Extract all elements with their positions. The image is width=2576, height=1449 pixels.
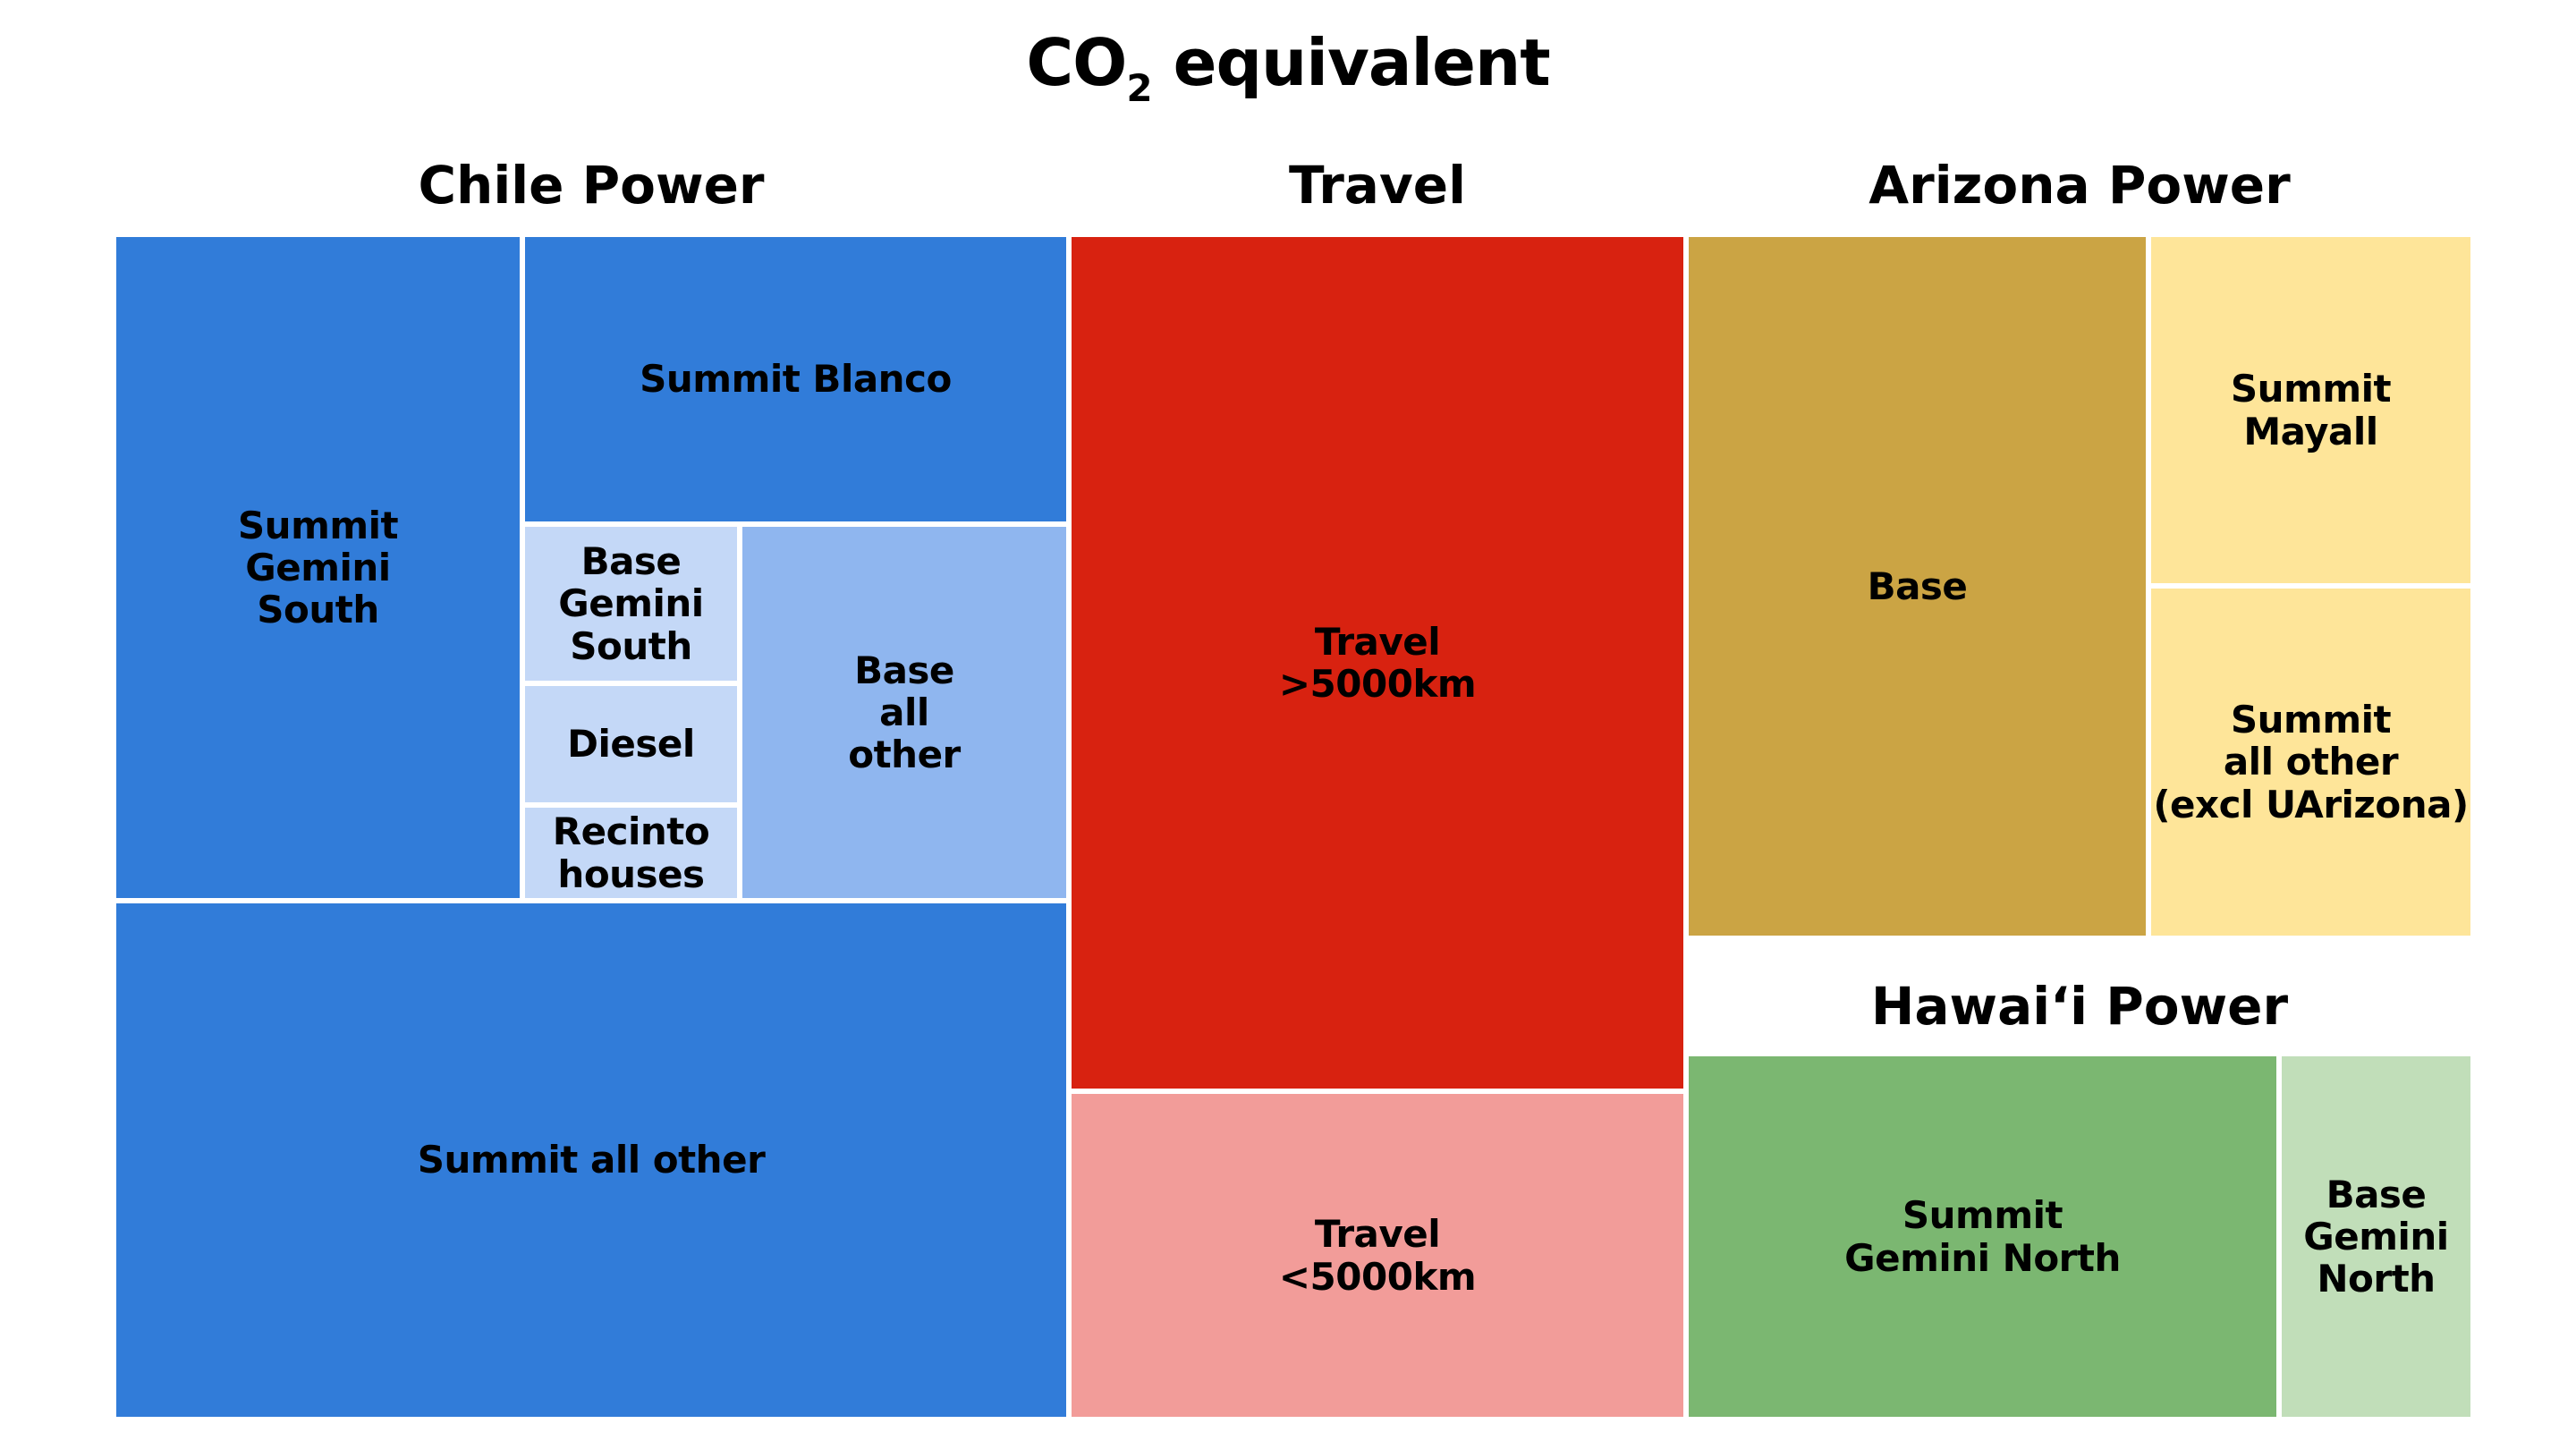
treemap-tile-chile-power-summit-gemini-south: Summit Gemini South bbox=[114, 234, 522, 901]
treemap-tile-chile-power-summit-all-other: Summit all other bbox=[114, 901, 1069, 1419]
tile-label: Summit Blanco bbox=[640, 357, 952, 402]
tile-label: Summit all other (excl UArizona) bbox=[2153, 698, 2469, 826]
tile-label: Summit Mayall bbox=[2230, 367, 2392, 453]
tile-label: Recinto houses bbox=[552, 809, 710, 896]
tile-label: Summit Gemini North bbox=[1844, 1193, 2121, 1280]
tile-label: Diesel bbox=[567, 722, 695, 767]
group-title-chile-power: Chile Power bbox=[418, 155, 765, 216]
treemap-tile-travel-travel-5000km: Travel >5000km bbox=[1069, 234, 1686, 1091]
tile-label: Base Gemini North bbox=[2303, 1172, 2449, 1301]
treemap-tile-chile-power-base-gemini-south: Base Gemini South bbox=[522, 524, 740, 683]
treemap-tile-chile-power-base-all-other: Base all other bbox=[740, 524, 1069, 901]
treemap-tile-chile-power-recinto-houses: Recinto houses bbox=[522, 805, 740, 901]
tile-label: Summit Gemini South bbox=[237, 503, 399, 632]
treemap-tile-arizona-power-summit-mayall: Summit Mayall bbox=[2148, 234, 2473, 586]
group-title-travel: Travel bbox=[1289, 155, 1466, 216]
chart-title-main: CO bbox=[1026, 25, 1127, 100]
treemap-tile-travel-travel-5000km: Travel <5000km bbox=[1069, 1091, 1686, 1419]
treemap-tile-arizona-power-base: Base bbox=[1686, 234, 2148, 938]
treemap-tile-hawai-i-power-base-gemini-north: Base Gemini North bbox=[2279, 1054, 2473, 1419]
tile-label: Summit all other bbox=[417, 1138, 766, 1182]
chart-title-rest: equivalent bbox=[1151, 25, 1551, 100]
tile-label: Base bbox=[1867, 564, 1968, 608]
tile-label: Travel <5000km bbox=[1278, 1212, 1477, 1299]
group-title-hawai-i-power: Hawai‘i Power bbox=[1870, 976, 2289, 1037]
chart-title: CO2 equivalent bbox=[0, 25, 2576, 110]
chart-title-subscript: 2 bbox=[1126, 66, 1152, 110]
treemap-tile-chile-power-diesel: Diesel bbox=[522, 683, 740, 805]
treemap-tile-hawai-i-power-summit-gemini-north: Summit Gemini North bbox=[1686, 1054, 2279, 1419]
group-title-arizona-power: Arizona Power bbox=[1868, 155, 2291, 216]
tile-label: Base all other bbox=[848, 648, 961, 777]
tile-label: Base Gemini South bbox=[558, 539, 704, 668]
tile-label: Travel >5000km bbox=[1278, 619, 1477, 706]
treemap-tile-arizona-power-summit-all-other-excl-uarizona: Summit all other (excl UArizona) bbox=[2148, 586, 2473, 938]
treemap-tile-chile-power-summit-blanco: Summit Blanco bbox=[522, 234, 1069, 524]
